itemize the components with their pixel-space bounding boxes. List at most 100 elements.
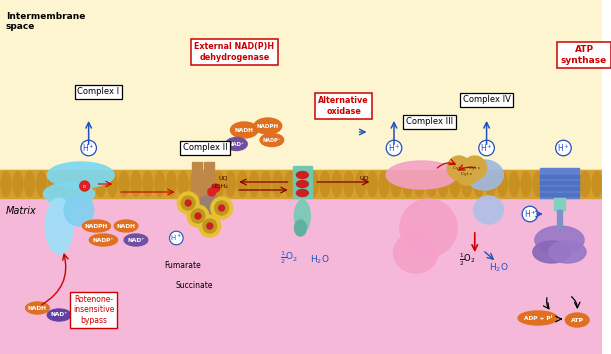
Ellipse shape — [254, 118, 282, 134]
Ellipse shape — [72, 171, 82, 196]
Circle shape — [187, 205, 209, 227]
Ellipse shape — [143, 171, 153, 196]
Ellipse shape — [43, 183, 95, 205]
Text: Alternative
oxidase: Alternative oxidase — [318, 96, 369, 116]
Bar — [293, 166, 312, 198]
Ellipse shape — [462, 171, 472, 196]
Ellipse shape — [95, 171, 105, 196]
Text: NADH: NADH — [235, 127, 254, 132]
Bar — [540, 168, 579, 198]
Text: Cyt c: Cyt c — [469, 166, 480, 170]
Ellipse shape — [557, 171, 566, 196]
Ellipse shape — [155, 171, 164, 196]
Text: Cyt c: Cyt c — [461, 172, 472, 176]
Ellipse shape — [486, 171, 496, 196]
Ellipse shape — [295, 220, 306, 236]
Circle shape — [181, 196, 195, 210]
Ellipse shape — [13, 171, 23, 196]
Ellipse shape — [533, 171, 543, 196]
Circle shape — [212, 184, 219, 192]
Text: o: o — [83, 183, 86, 188]
Ellipse shape — [238, 171, 247, 196]
Ellipse shape — [47, 309, 71, 321]
Circle shape — [185, 200, 191, 206]
Ellipse shape — [296, 171, 309, 178]
Text: Complex II: Complex II — [183, 143, 227, 153]
Text: NADP⁺: NADP⁺ — [263, 137, 281, 143]
Circle shape — [214, 201, 229, 215]
Ellipse shape — [535, 226, 584, 254]
Ellipse shape — [386, 161, 457, 189]
Ellipse shape — [225, 137, 247, 150]
Ellipse shape — [214, 171, 224, 196]
Ellipse shape — [415, 171, 425, 196]
Ellipse shape — [438, 171, 448, 196]
Bar — [540, 175, 579, 178]
Circle shape — [195, 213, 201, 219]
Ellipse shape — [261, 171, 271, 196]
Ellipse shape — [37, 171, 46, 196]
Text: Succinate: Succinate — [175, 281, 213, 290]
Circle shape — [208, 188, 216, 196]
Ellipse shape — [450, 171, 460, 196]
Text: NADH: NADH — [28, 306, 47, 310]
Text: NADPH: NADPH — [257, 124, 279, 129]
Circle shape — [80, 181, 90, 191]
Text: NAD⁺: NAD⁺ — [127, 238, 145, 242]
Bar — [0, 0, 602, 170]
Text: $\mathsf{H}^+$: $\mathsf{H}^+$ — [170, 233, 182, 243]
Ellipse shape — [509, 171, 519, 196]
Bar — [557, 210, 563, 228]
Circle shape — [219, 205, 225, 211]
Text: Complex III: Complex III — [406, 118, 453, 126]
Ellipse shape — [497, 171, 507, 196]
Circle shape — [177, 192, 199, 214]
Text: $\mathsf{H}^+$: $\mathsf{H}^+$ — [524, 208, 536, 220]
Ellipse shape — [45, 198, 73, 254]
Ellipse shape — [379, 171, 389, 196]
Ellipse shape — [60, 171, 70, 196]
Text: NAD⁺: NAD⁺ — [229, 142, 244, 147]
Text: ATP
synthase: ATP synthase — [561, 45, 607, 65]
Ellipse shape — [82, 220, 111, 232]
Text: Cyt c: Cyt c — [453, 166, 464, 170]
Ellipse shape — [592, 171, 602, 196]
Bar — [554, 198, 565, 210]
Ellipse shape — [196, 195, 224, 221]
Ellipse shape — [296, 181, 309, 188]
Bar — [540, 181, 579, 184]
Ellipse shape — [178, 171, 188, 196]
Ellipse shape — [296, 189, 309, 196]
Text: External NAD(P)H
dehydrogenase: External NAD(P)H dehydrogenase — [194, 42, 274, 62]
Circle shape — [447, 156, 471, 180]
Ellipse shape — [309, 171, 318, 196]
Circle shape — [207, 223, 213, 229]
Text: H$_2$O: H$_2$O — [489, 262, 508, 274]
Text: Intermembrane
space: Intermembrane space — [6, 12, 86, 32]
Ellipse shape — [518, 311, 557, 325]
Text: NADP⁺: NADP⁺ — [93, 238, 114, 242]
Text: Rotenone-
insensitive
bypass: Rotenone- insensitive bypass — [73, 295, 114, 325]
Ellipse shape — [166, 171, 177, 196]
Ellipse shape — [26, 302, 49, 314]
Text: $\mathsf{H}^+$: $\mathsf{H}^+$ — [480, 142, 493, 154]
Ellipse shape — [332, 171, 342, 196]
Text: $\mathsf{H}^+$: $\mathsf{H}^+$ — [82, 142, 95, 154]
Ellipse shape — [533, 241, 570, 263]
Text: $\mathsf{H}^+$: $\mathsf{H}^+$ — [387, 142, 400, 154]
Text: $\frac{1}{2}$O$_2$: $\frac{1}{2}$O$_2$ — [280, 250, 298, 266]
Bar — [192, 162, 202, 198]
Ellipse shape — [344, 171, 354, 196]
Ellipse shape — [131, 171, 141, 196]
Text: UQH₂: UQH₂ — [211, 184, 228, 189]
Text: Fumarate: Fumarate — [164, 261, 200, 270]
Ellipse shape — [48, 171, 58, 196]
Text: ADP + Pᴵ: ADP + Pᴵ — [524, 315, 552, 320]
Ellipse shape — [108, 171, 117, 196]
Circle shape — [211, 197, 232, 219]
Ellipse shape — [119, 171, 129, 196]
Ellipse shape — [295, 200, 310, 232]
Ellipse shape — [400, 199, 457, 257]
Ellipse shape — [89, 234, 117, 246]
Ellipse shape — [426, 171, 436, 196]
